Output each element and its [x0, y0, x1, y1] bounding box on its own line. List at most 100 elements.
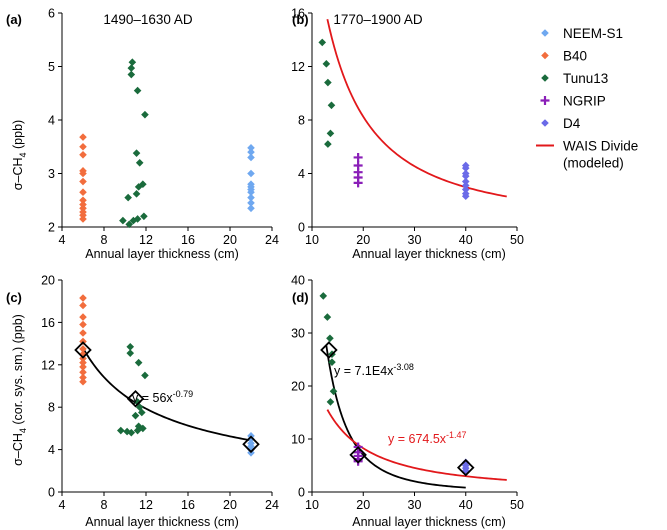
- panel-d-xtick-label: 10: [305, 498, 319, 512]
- panel-a-point: [127, 70, 136, 79]
- panel-a-title: 1490–1630 AD: [103, 12, 193, 27]
- panel-a-point: [134, 183, 143, 191]
- panel-b-point: [327, 101, 336, 110]
- panel-a-point: [247, 193, 255, 202]
- legend-marker-swatch: [541, 51, 549, 60]
- panel-c-ylabel-main: σ–CH: [11, 433, 25, 466]
- panel-c-point: [79, 320, 87, 329]
- panel-c-ylabel-sub: 4: [18, 428, 28, 433]
- panel-d-point: [319, 292, 328, 300]
- panel-a-point: [125, 220, 133, 229]
- panel-b-label: (b): [292, 12, 309, 27]
- panel-a-plot: 4 8 12 16 20 24 2 3 4 5 6: [48, 7, 279, 248]
- panel-b: (b) 1770–1900 AD Annual layer thickness …: [291, 7, 524, 262]
- panel-a-point: [127, 64, 136, 72]
- panel-d-mean-marker: [456, 458, 475, 477]
- panel-b-point: [461, 185, 470, 194]
- panel-d-equation: y = 7.1E4x-3.08: [334, 362, 414, 378]
- panel-d-label: (d): [292, 290, 309, 305]
- panel-d-xtick-label: 50: [510, 498, 524, 512]
- panel-b-ytick-label: 0: [298, 221, 305, 235]
- panel-b-xtick-label: 10: [305, 233, 319, 247]
- panel-c-point: [79, 363, 87, 371]
- panel-d-equation-base: y = 7.1E4x: [334, 364, 394, 378]
- panel-b-ytick-label: 8: [298, 114, 305, 128]
- legend-marker-swatch: [541, 74, 549, 82]
- panel-c-mean-marker: [74, 341, 92, 359]
- panel-c-xlabel: Annual layer thickness (cm): [85, 515, 239, 529]
- panel-a-ytick-label: 5: [48, 60, 55, 74]
- panel-c-point: [139, 424, 147, 433]
- panel-c-equation: y = 56x-0.79: [132, 389, 193, 405]
- panel-a-xtick-label: 24: [265, 233, 279, 247]
- legend-label-line2: (modeled): [563, 156, 624, 171]
- legend-label: NGRIP: [563, 94, 606, 109]
- panel-c-point: [79, 373, 87, 382]
- panel-c-point: [133, 426, 142, 435]
- panel-d-point: [326, 334, 334, 343]
- panel-c: (c) σ–CH4 (cor. sys. sm.) (ppb) Annual l…: [6, 274, 279, 530]
- panel-a-point: [247, 144, 255, 152]
- panel-d-equation-exp: -1.47: [446, 430, 467, 440]
- panel-c-label: (c): [6, 290, 22, 305]
- panel-a-ytick-label: 4: [48, 114, 55, 128]
- panel-b-series-tunu13: [318, 38, 336, 148]
- legend-marker-swatch: [541, 29, 549, 37]
- panel-b-xtick-label: 20: [356, 233, 370, 247]
- panel-c-point: [141, 371, 149, 380]
- panel-b-point: [461, 181, 470, 190]
- panel-a-point: [141, 110, 149, 119]
- panel-b-point: [461, 164, 470, 172]
- panel-b-series-d4: [461, 161, 470, 201]
- panel-c-point: [134, 358, 143, 367]
- panel-a-point: [79, 133, 87, 141]
- panel-c-fit-curve: [82, 347, 252, 442]
- panel-a-point: [247, 199, 255, 207]
- panel-d-ytick-label: 10: [291, 433, 305, 447]
- panel-a-point: [129, 216, 138, 225]
- legend-item-wais-divide: WAIS Divide (modeled): [536, 139, 638, 171]
- panel-c-point: [79, 294, 87, 302]
- panel-d-xlabel: Annual layer thickness (cm): [352, 515, 506, 529]
- panel-a-point: [132, 149, 141, 157]
- panel-a-point: [79, 177, 87, 186]
- panel-c-xtick-label: 16: [181, 498, 195, 512]
- panel-d-xtick-label: 20: [356, 498, 370, 512]
- panel-b-point: [326, 129, 335, 138]
- panel-a-ylabel-tail: (ppb): [11, 120, 25, 153]
- panel-c-point: [135, 403, 144, 411]
- panel-d-mean-marker: [320, 341, 338, 359]
- legend-label: NEEM-S1: [563, 26, 623, 41]
- panel-b-title: 1770–1900 AD: [333, 12, 423, 27]
- panel-c-point: [79, 368, 87, 377]
- panel-c-xtick-label: 20: [223, 498, 237, 512]
- panel-b-series-ngrip: [353, 152, 363, 188]
- panel-a-point: [79, 188, 87, 197]
- panel-d-equation-base: y = 674.5x: [388, 432, 447, 446]
- panel-c-point: [131, 411, 140, 420]
- panel-d-ytick-label: 0: [298, 486, 305, 500]
- panel-b-ytick-label: 16: [291, 7, 305, 21]
- panel-d-equation: y = 674.5x-1.47: [388, 430, 467, 446]
- panel-a-ytick-label: 2: [48, 221, 55, 235]
- panel-a-point: [247, 169, 255, 178]
- panel-b-point: [322, 60, 331, 68]
- panel-c-ytick-label: 20: [41, 274, 55, 288]
- panel-c-point: [117, 426, 125, 435]
- panel-a-xtick-label: 20: [223, 233, 237, 247]
- panel-b-point: [324, 78, 332, 87]
- panel-c-xtick-label: 4: [59, 498, 66, 512]
- panel-c-point: [79, 301, 87, 310]
- panel-b-point: [461, 192, 470, 201]
- panel-a-point: [247, 148, 255, 156]
- legend-label: B40: [563, 49, 587, 64]
- panel-a-point: [79, 196, 87, 205]
- panel-a-ylabel-main: σ–CH: [11, 157, 25, 190]
- panel-a-ytick-label: 6: [48, 7, 55, 21]
- panel-c-point: [79, 313, 87, 321]
- panel-d-ytick-label: 30: [291, 327, 305, 341]
- panel-c-point: [133, 398, 142, 406]
- panel-c-point: [138, 408, 146, 417]
